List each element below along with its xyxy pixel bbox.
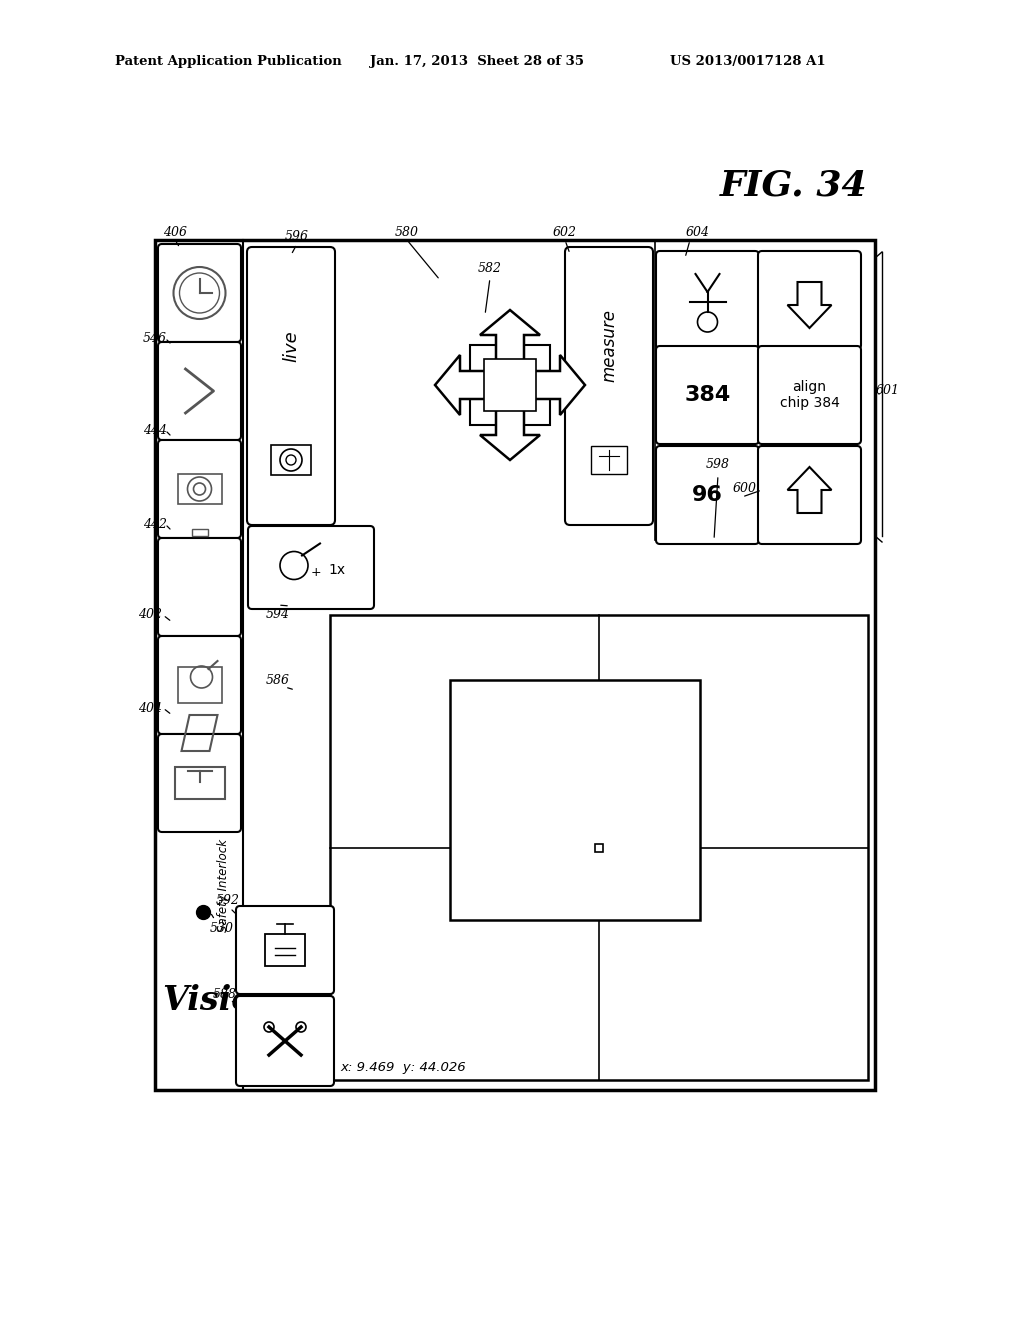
Bar [155,240,874,1090]
FancyBboxPatch shape [158,636,241,734]
FancyBboxPatch shape [236,997,334,1086]
FancyBboxPatch shape [248,525,374,609]
Text: +: + [310,566,322,579]
Text: 384: 384 [684,385,731,405]
Text: 598: 598 [706,458,730,471]
Polygon shape [510,355,585,414]
Text: Patent Application Publication: Patent Application Publication [115,55,342,69]
FancyBboxPatch shape [656,446,759,544]
Text: 604: 604 [686,226,710,239]
Text: 601: 601 [876,384,900,396]
Text: 588: 588 [213,987,237,1001]
FancyBboxPatch shape [158,342,241,440]
Text: 582: 582 [478,261,502,275]
Text: x: 9.469  y: 44.026: x: 9.469 y: 44.026 [340,1060,466,1073]
Bar [330,615,868,1080]
Text: Vision: Vision [162,983,278,1016]
Bar [265,935,305,966]
FancyBboxPatch shape [758,346,861,444]
Text: 406: 406 [163,226,187,239]
Text: 546: 546 [143,331,167,345]
Text: 580: 580 [395,226,419,239]
FancyBboxPatch shape [236,906,334,994]
FancyBboxPatch shape [656,251,759,348]
FancyBboxPatch shape [158,734,241,832]
Text: Jan. 17, 2013  Sheet 28 of 35: Jan. 17, 2013 Sheet 28 of 35 [370,55,584,69]
Bar [177,667,221,704]
Text: 586: 586 [266,673,290,686]
Text: 442: 442 [143,517,167,531]
Polygon shape [787,282,831,327]
Bar [484,359,536,411]
Text: live: live [282,330,300,362]
Text: 96: 96 [692,484,723,506]
Polygon shape [435,355,510,414]
FancyBboxPatch shape [656,346,759,444]
Text: 404: 404 [138,701,162,714]
Text: 596: 596 [285,230,309,243]
Bar [177,474,221,504]
Bar [591,446,627,474]
Text: 602: 602 [553,226,577,239]
FancyBboxPatch shape [158,244,241,342]
Text: measure: measure [600,309,618,383]
Bar [174,767,224,799]
Text: 594: 594 [266,607,290,620]
FancyBboxPatch shape [758,251,861,348]
FancyBboxPatch shape [758,446,861,544]
Text: US 2013/0017128 A1: US 2013/0017128 A1 [670,55,825,69]
FancyBboxPatch shape [565,247,653,525]
Text: FIG. 34: FIG. 34 [720,168,867,202]
Bar [271,445,311,475]
Polygon shape [787,467,831,513]
Text: 530: 530 [210,921,234,935]
Bar [595,843,603,851]
Text: align
chip 384: align chip 384 [779,380,840,411]
Text: 402: 402 [138,609,162,622]
Text: 600: 600 [733,482,757,495]
FancyBboxPatch shape [158,539,241,636]
Text: 1x: 1x [329,562,345,577]
Text: 444: 444 [143,424,167,437]
Polygon shape [480,385,540,459]
FancyBboxPatch shape [247,247,335,525]
Bar [470,345,550,425]
Polygon shape [480,310,540,385]
Text: Safety Interlock: Safety Interlock [217,840,230,932]
FancyBboxPatch shape [158,440,241,539]
Text: 592: 592 [216,894,240,907]
Bar [450,680,700,920]
